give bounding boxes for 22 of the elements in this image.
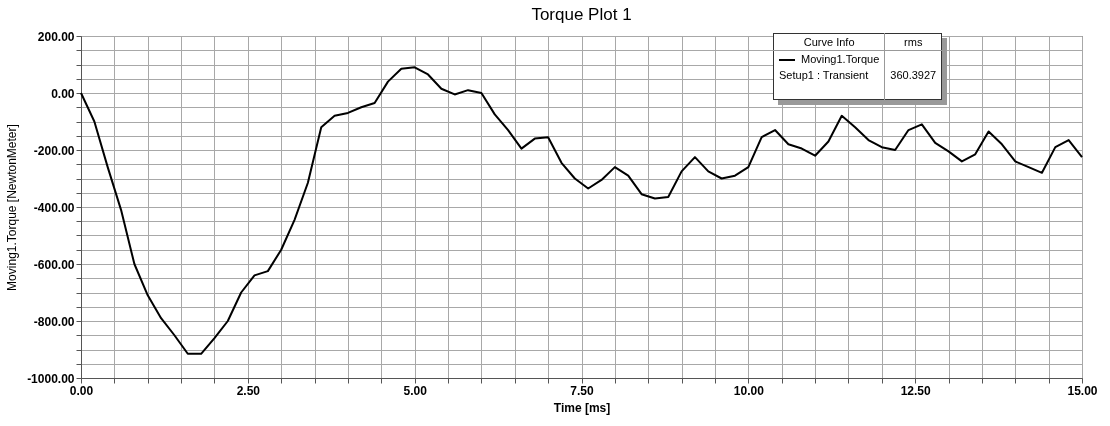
annotation: 360.3927 (884, 67, 942, 83)
chart-title: Torque Plot 1 (531, 5, 632, 24)
y-tick-label: -200.00 (33, 143, 75, 158)
x-tick-label: 12.50 (900, 383, 932, 398)
y-tick-label: -600.00 (33, 257, 75, 272)
annotation: Curve Info (773, 33, 885, 51)
x-tick-label: 7.50 (570, 383, 594, 398)
y-tick-label: -1000.00 (27, 371, 75, 386)
x-tick-label: 2.50 (236, 383, 261, 398)
annotation: rms (884, 33, 942, 51)
x-tick-label: 0.00 (69, 383, 94, 398)
x-tick-label: 10.00 (733, 383, 765, 398)
y-tick-label: 0.00 (51, 86, 75, 101)
y-axis-title: Moving1.Torque [NewtonMeter] (5, 124, 20, 291)
y-tick-label: -400.00 (33, 200, 75, 215)
y-tick-label: -800.00 (33, 314, 75, 329)
y-tick-label: 200.00 (37, 29, 75, 44)
annotation: Setup1 : Transient (778, 68, 870, 83)
legend-label: Moving1.Torque (801, 53, 880, 65)
x-axis-title: Time [ms] (553, 400, 611, 415)
x-tick-label: 15.00 (1067, 383, 1098, 398)
x-tick-label: 5.00 (403, 383, 428, 398)
